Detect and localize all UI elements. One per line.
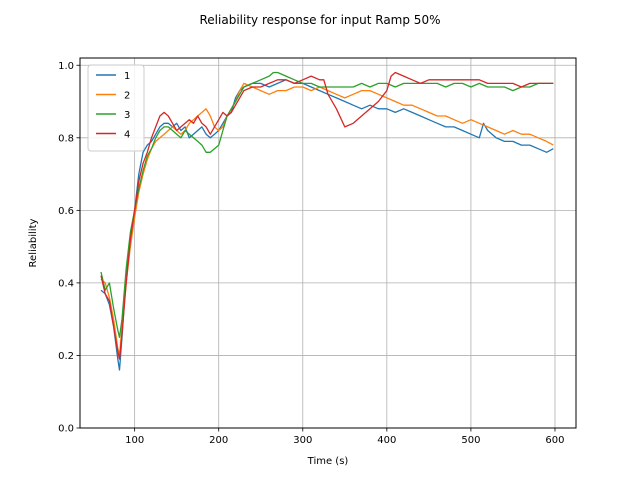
grid-layer	[80, 58, 576, 429]
legend-label-2: 2	[124, 91, 130, 102]
y-tick-label: 0.2	[58, 351, 74, 362]
legend-label-3: 3	[124, 110, 130, 121]
tick-layer: 100 200 300 400 500 600 0.0 0.2 0.4 0.6 0.8 1.0	[58, 61, 564, 446]
x-tick-label: 300	[293, 435, 312, 446]
legend-frame	[87, 64, 145, 152]
legend: 1 2 3 4	[87, 64, 145, 152]
y-tick-label: 0.4	[58, 278, 74, 289]
x-tick-label: 200	[209, 435, 228, 446]
y-tick-label: 0.8	[58, 133, 74, 144]
y-tick-label: 0.0	[58, 424, 74, 435]
y-tick-label: 1.0	[58, 61, 74, 72]
series-line-4	[100, 71, 554, 360]
y-tick-label: 0.6	[58, 206, 74, 217]
series-line-1	[100, 79, 554, 371]
plot-frame	[79, 57, 577, 429]
series-layer	[100, 71, 554, 371]
x-tick-label: 500	[461, 435, 480, 446]
legend-label-4: 4	[124, 130, 130, 141]
x-tick-label: 400	[377, 435, 396, 446]
x-axis-label: Time (s)	[307, 456, 349, 467]
x-tick-label: 600	[545, 435, 564, 446]
x-tick-label: 100	[125, 435, 144, 446]
legend-label-1: 1	[124, 71, 130, 82]
series-line-3	[100, 71, 554, 338]
y-axis-label: Reliability	[28, 218, 39, 267]
chart-title: Reliability response for input Ramp 50%	[200, 13, 441, 27]
